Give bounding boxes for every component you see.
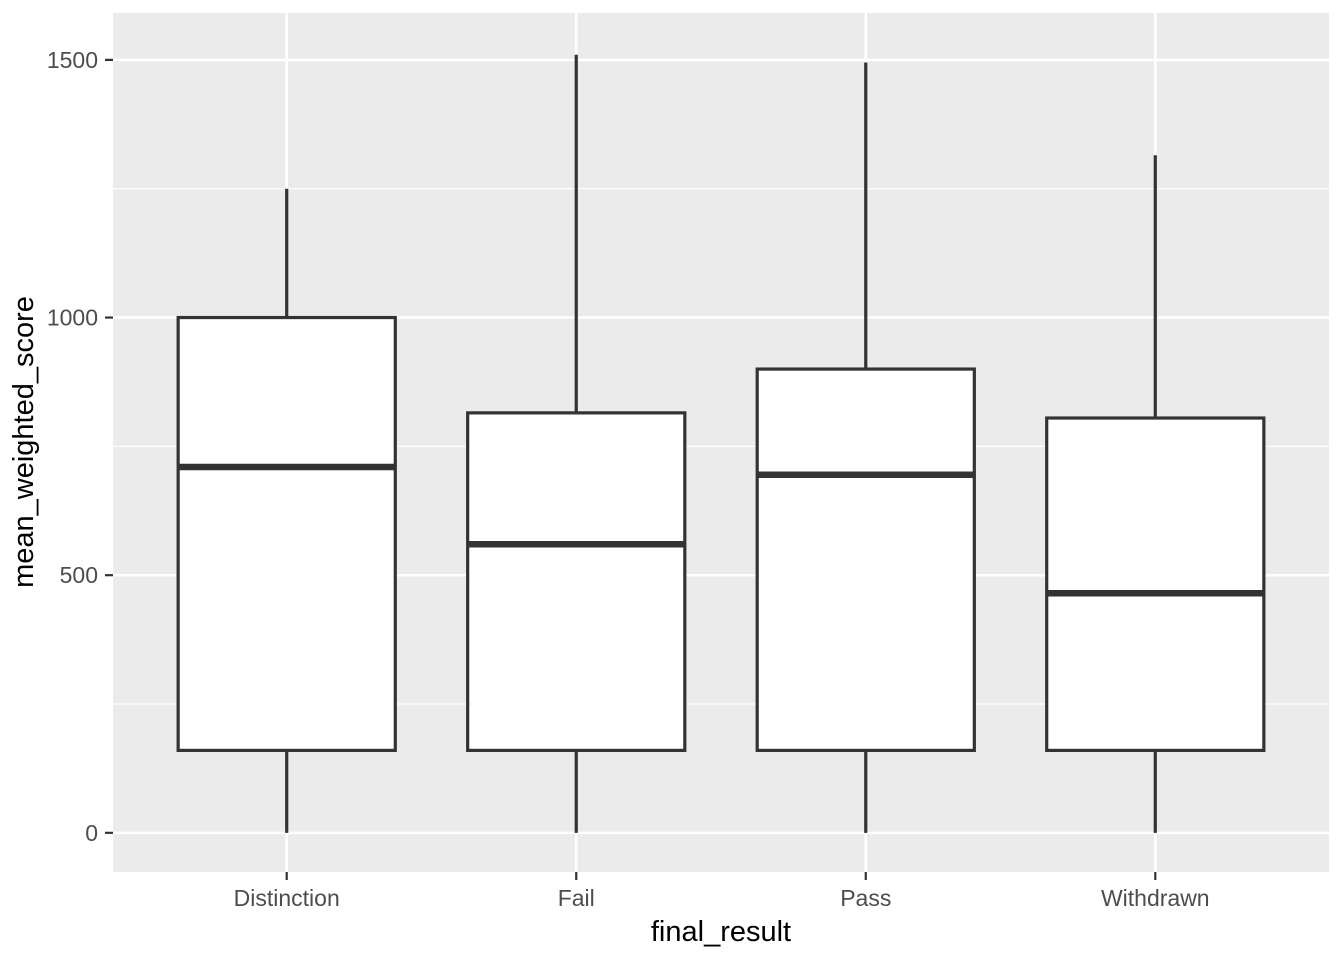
iqr-box-pass [755, 367, 976, 752]
boxplot-fail [466, 54, 687, 833]
x-tick-label-fail: Fail [558, 885, 595, 911]
x-axis-title: final_result [651, 916, 791, 948]
boxplots [176, 54, 1266, 833]
axis-ticks [105, 58, 1157, 880]
y-tick-label-500: 500 [60, 562, 98, 588]
axis-tick-labels: 0 500 1000 1500 Distinction Fail Pass Withdrawn [47, 47, 1210, 911]
x-tick-label-pass: Pass [840, 885, 891, 911]
y-tick-label-1500: 1500 [47, 47, 98, 73]
boxplot-distinction [176, 188, 397, 833]
x-tick-label-withdrawn: Withdrawn [1101, 885, 1210, 911]
y-tick-label-0: 0 [85, 820, 98, 846]
iqr-box-distinction [176, 315, 397, 752]
y-tick-label-1000: 1000 [47, 305, 98, 331]
x-tick-label-distinction: Distinction [234, 885, 340, 911]
boxplot-pass [755, 62, 976, 833]
iqr-box-withdrawn [1045, 416, 1266, 752]
iqr-box-fail [466, 411, 687, 752]
y-axis-title: mean_weighted_score [8, 296, 40, 588]
boxplot-withdrawn [1045, 155, 1266, 833]
